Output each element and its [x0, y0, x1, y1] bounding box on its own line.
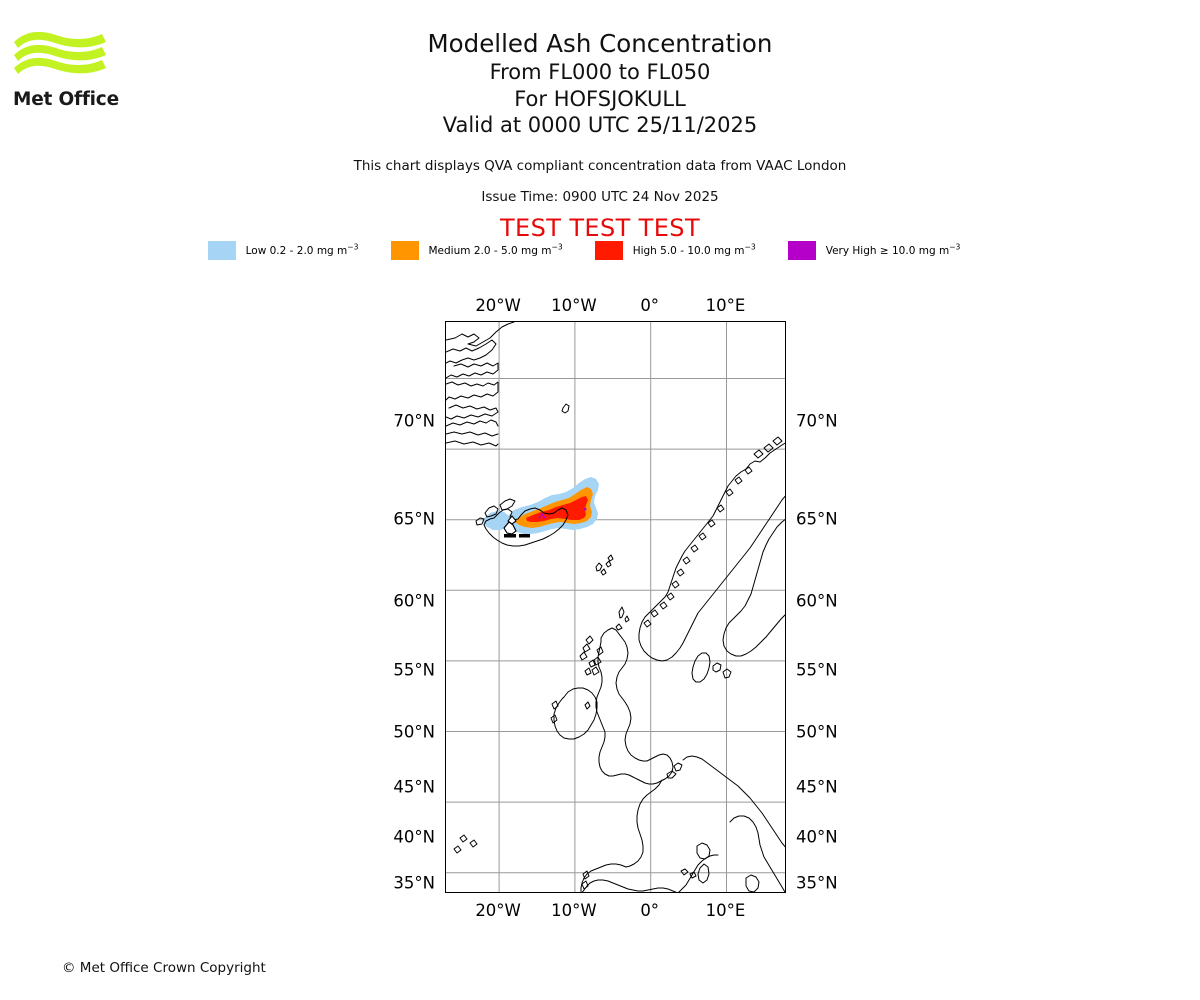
- legend-item-very-high: Very High ≥ 10.0 mg m−3: [787, 241, 993, 260]
- lat-label-left-45n: 45°N: [393, 777, 435, 797]
- lat-label-left-35n: 35°N: [393, 873, 435, 893]
- lat-label-left-65n: 65°N: [393, 509, 435, 529]
- legend-item-high: High 5.0 - 10.0 mg m−3: [594, 241, 788, 260]
- page-title: Modelled Ash Concentration: [427, 29, 773, 58]
- legend-item-medium: Medium 2.0 - 5.0 mg m−3: [390, 241, 595, 260]
- lat-label-right-65n: 65°N: [796, 509, 838, 529]
- legend-swatch-very-high: [787, 241, 816, 260]
- legend-label-high: High 5.0 - 10.0 mg m−3: [632, 242, 756, 257]
- map-gridlines: [446, 322, 785, 892]
- lat-label-left-60n: 60°N: [393, 591, 435, 611]
- lon-label-bottom-0: 0°: [640, 901, 660, 920]
- legend-swatch-medium: [390, 241, 419, 260]
- map-container: 20°W 10°W 0° 10°E 20°W 10°W 0° 10°E 70°N…: [393, 296, 837, 920]
- lat-label-left-40n: 40°N: [393, 827, 435, 847]
- lat-label-right-60n: 60°N: [796, 591, 838, 611]
- lon-label-top-10w: 10°W: [551, 296, 597, 315]
- copyright-notice: © Met Office Crown Copyright: [62, 960, 266, 976]
- lon-label-bottom-10e: 10°E: [705, 901, 746, 920]
- chart-title-block: Modelled Ash Concentration From FL000 to…: [0, 28, 1200, 139]
- coastlines: [446, 322, 785, 892]
- issue-time: Issue Time: 0900 UTC 24 Nov 2025: [481, 189, 719, 205]
- legend-swatch-low: [207, 241, 236, 260]
- qva-note-block: This chart displays QVA compliant concen…: [0, 156, 1200, 176]
- legend-label-low: Low 0.2 - 2.0 mg m−3: [245, 242, 359, 257]
- legend-label-medium: Medium 2.0 - 5.0 mg m−3: [428, 242, 563, 257]
- lat-label-right-50n: 50°N: [796, 722, 838, 742]
- met-office-logo: Met Office: [12, 28, 122, 112]
- lat-label-right-40n: 40°N: [796, 827, 838, 847]
- lat-label-left-70n: 70°N: [393, 411, 435, 431]
- ash-contour-very-high: [538, 508, 587, 519]
- lat-label-left-50n: 50°N: [393, 722, 435, 742]
- valid-time-line: Valid at 0000 UTC 25/11/2025: [442, 113, 758, 137]
- lat-label-right-35n: 35°N: [796, 873, 838, 893]
- volcano-name-line: For HOFSJOKULL: [514, 86, 686, 111]
- lon-label-bottom-10w: 10°W: [551, 901, 597, 920]
- ash-plume-contours: [483, 477, 599, 534]
- map-frame: [445, 321, 786, 893]
- lon-label-top-10e: 10°E: [705, 296, 746, 315]
- legend-item-low: Low 0.2 - 2.0 mg m−3: [207, 241, 391, 260]
- lat-label-right-70n: 70°N: [796, 411, 838, 431]
- legend-swatch-high: [594, 241, 623, 260]
- logo-text: Met Office: [13, 89, 119, 110]
- lat-label-left-55n: 55°N: [393, 660, 435, 680]
- lon-label-top-20w: 20°W: [475, 296, 521, 315]
- concentration-legend: Low 0.2 - 2.0 mg m−3 Medium 2.0 - 5.0 mg…: [0, 241, 1200, 260]
- met-office-wave-logo-icon: [14, 31, 106, 74]
- qva-note: This chart displays QVA compliant concen…: [353, 158, 847, 174]
- flight-level-line: From FL000 to FL050: [489, 60, 711, 84]
- lat-label-right-55n: 55°N: [796, 660, 838, 680]
- lon-label-bottom-20w: 20°W: [475, 901, 521, 920]
- test-banner: TEST TEST TEST: [499, 214, 700, 242]
- legend-label-very-high: Very High ≥ 10.0 mg m−3: [825, 242, 961, 257]
- ash-concentration-map: [446, 322, 785, 892]
- lon-label-top-0: 0°: [640, 296, 660, 315]
- lat-label-right-45n: 45°N: [796, 777, 838, 797]
- ash-contour-low-tail: [483, 511, 510, 530]
